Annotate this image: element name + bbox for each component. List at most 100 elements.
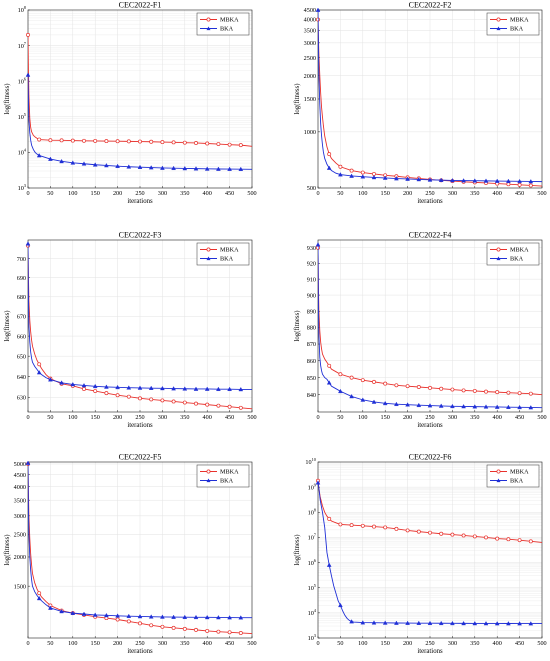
y-tick-label: 106: [18, 76, 27, 85]
data-point-bka: [517, 404, 522, 410]
x-tick-label: 100: [358, 414, 367, 421]
data-point-bka: [238, 615, 244, 620]
x-tick-label: 200: [403, 414, 412, 421]
y-tick-label: 103: [18, 183, 27, 192]
x-tick-label: 400: [203, 640, 212, 647]
y-tick-label: 1010: [305, 457, 316, 466]
legend: MBKA BKA: [196, 242, 250, 266]
y-axis-label: log(fitness): [4, 535, 11, 566]
x-tick-label: 150: [91, 190, 100, 197]
x-axis-label: iterations: [127, 422, 153, 429]
x-tick-label: 250: [425, 414, 434, 421]
chart-panel: 0 50 100 150 200 250 300 350 400 450 500 103 104 105 1…: [4, 1, 257, 206]
data-point-bka: [483, 621, 489, 626]
chart-panel: 0 50 100 150 200 250 300 350 400 450 500 1500 2000 25…: [4, 453, 257, 656]
data-point-bka: [338, 388, 343, 394]
data-point-mbka: [506, 537, 511, 542]
data-point-mbka: [416, 385, 421, 389]
data-point-bka: [238, 166, 244, 171]
data-point-mbka: [216, 403, 221, 408]
x-tick-label: 400: [203, 414, 212, 421]
x-tick-label: 150: [381, 414, 390, 421]
data-point-mbka: [528, 391, 533, 396]
data-point-bka: [70, 160, 76, 165]
data-point-mbka: [149, 139, 154, 144]
data-point-mbka: [495, 536, 500, 541]
x-tick-label: 100: [68, 640, 77, 647]
data-point-mbka: [327, 516, 332, 521]
data-point-bka: [81, 383, 87, 388]
data-point-mbka: [517, 182, 522, 187]
y-tick-label: 5000: [14, 461, 26, 468]
data-point-bka: [160, 165, 165, 170]
data-point-mbka: [227, 142, 232, 147]
data-point-bka: [70, 382, 76, 387]
x-tick-label: 300: [158, 190, 167, 197]
y-tick-label: 860: [307, 358, 316, 365]
legend-marker: [206, 247, 211, 252]
data-point-mbka: [171, 625, 176, 630]
data-point-bka: [204, 614, 210, 620]
data-point-bka: [216, 615, 221, 620]
data-point-bka: [48, 605, 53, 610]
data-point-mbka: [171, 140, 176, 145]
data-point-mbka: [149, 397, 154, 402]
legend-marker: [206, 17, 211, 22]
data-point-bka: [349, 619, 354, 624]
data-point-bka: [394, 176, 399, 181]
data-point-mbka: [138, 139, 142, 144]
legend-label: MBKA: [510, 247, 529, 254]
data-point-mbka: [349, 168, 354, 173]
x-tick-label: 300: [448, 190, 457, 197]
data-point-bka: [171, 386, 176, 391]
data-point-bka: [104, 384, 109, 389]
data-point-bka: [92, 612, 98, 617]
data-point-bka: [115, 613, 120, 618]
data-point-mbka: [37, 137, 42, 142]
data-point-mbka: [126, 139, 131, 144]
data-point-bka: [59, 158, 64, 164]
data-point-mbka: [216, 142, 221, 146]
x-tick-label: 0: [26, 414, 29, 421]
y-tick-label: 104: [308, 608, 317, 617]
data-point-mbka: [461, 533, 466, 538]
x-tick-label: 0: [26, 190, 29, 197]
series-line-mbka: [318, 480, 543, 543]
data-point-mbka: [104, 139, 109, 144]
legend-label: BKA: [510, 478, 524, 485]
data-point-mbka: [238, 630, 243, 635]
data-point-bka: [427, 620, 433, 625]
data-point-mbka: [360, 378, 365, 383]
x-tick-label: 0: [316, 640, 319, 647]
data-point-mbka: [160, 398, 165, 403]
data-point-bka: [472, 178, 478, 183]
data-point-mbka: [227, 630, 232, 635]
data-point-mbka: [26, 32, 30, 37]
legend-marker: [206, 478, 211, 483]
data-point-bka: [36, 370, 42, 375]
data-point-mbka: [416, 529, 421, 534]
data-point-bka: [494, 404, 500, 409]
x-tick-label: 100: [358, 640, 367, 647]
data-point-bka: [416, 402, 422, 408]
data-point-bka: [371, 174, 377, 180]
data-point-mbka: [182, 626, 187, 631]
legend-label: BKA: [220, 256, 234, 263]
data-point-bka: [528, 179, 534, 184]
legend-label: BKA: [220, 478, 234, 485]
legend-marker: [496, 256, 501, 261]
x-tick-label: 50: [337, 414, 343, 421]
legend: MBKA BKA: [196, 464, 250, 488]
y-tick-label: 106: [308, 558, 317, 567]
data-point-mbka: [160, 624, 165, 629]
data-point-mbka: [205, 628, 210, 633]
data-point-bka: [81, 611, 87, 616]
y-tick-label: 700: [17, 256, 26, 263]
x-tick-label: 50: [47, 190, 53, 197]
x-tick-label: 300: [448, 640, 457, 647]
x-tick-label: 50: [47, 640, 53, 647]
y-tick-label: 107: [308, 533, 317, 542]
legend-marker: [206, 256, 211, 261]
data-point-mbka: [484, 535, 488, 540]
data-point-bka: [506, 621, 511, 626]
